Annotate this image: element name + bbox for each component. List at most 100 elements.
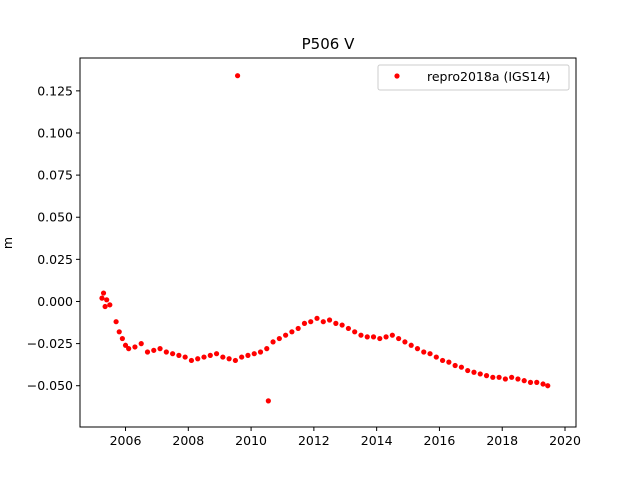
y-tick-label: 0.050 [37, 210, 73, 225]
data-point [540, 381, 546, 387]
data-point [122, 342, 129, 348]
y-axis: −0.050 −0.025 0.000 0.025 0.050 0.075 0.100 0.1… [27, 83, 80, 393]
x-tick-label: 2018 [486, 433, 518, 448]
data-point [465, 367, 471, 374]
data-point [333, 320, 339, 326]
data-point [452, 362, 458, 369]
legend-marker [394, 73, 400, 79]
y-tick-label: 0.100 [37, 125, 73, 140]
data-point [521, 378, 527, 384]
data-point [301, 320, 308, 326]
data-point [195, 356, 201, 362]
data-point [389, 332, 395, 338]
data-point [182, 354, 188, 360]
data-point [151, 347, 157, 353]
data-point [213, 351, 220, 357]
y-tick-label: −0.050 [27, 378, 73, 393]
data-point [490, 374, 496, 380]
data-point [163, 349, 169, 355]
data-point [402, 339, 408, 345]
data-point [100, 290, 107, 296]
data-point [433, 354, 439, 360]
data-point [102, 303, 108, 310]
data-point [270, 339, 276, 345]
x-tick-label: 2016 [424, 433, 456, 448]
data-point [264, 346, 270, 352]
plot-area-frame [79, 57, 577, 428]
y-axis-label: m [0, 237, 15, 249]
data-point [534, 379, 540, 385]
data-point [295, 325, 301, 332]
data-point [188, 357, 195, 364]
data-point [132, 344, 138, 350]
data-point [283, 332, 289, 338]
data-point [226, 356, 232, 362]
data-point [471, 369, 477, 375]
y-tick-label: 0.025 [37, 252, 73, 267]
data-point [364, 334, 370, 340]
chart-title: P506 V [302, 35, 355, 53]
data-point [377, 335, 383, 342]
y-tick-label: −0.025 [27, 336, 73, 351]
data-points [99, 73, 551, 404]
data-point [421, 349, 427, 355]
data-point [477, 371, 483, 377]
legend-label: repro2018a (IGS14) [427, 69, 550, 84]
data-point [257, 349, 264, 355]
y-tick-label: 0.000 [37, 294, 73, 309]
x-tick-label: 2014 [361, 433, 393, 448]
data-point [370, 334, 377, 340]
data-point [527, 379, 534, 385]
data-point [138, 341, 144, 347]
data-point [119, 335, 125, 342]
data-point [408, 342, 414, 348]
data-point [104, 297, 110, 303]
data-point [289, 329, 295, 335]
data-point [483, 373, 490, 379]
data-point [144, 349, 151, 355]
data-point [352, 329, 358, 335]
x-tick-label: 2012 [298, 433, 330, 448]
data-point [251, 351, 257, 357]
data-point [220, 354, 226, 360]
data-point [170, 351, 176, 357]
data-point [265, 398, 271, 404]
y-tick-label: 0.125 [37, 83, 73, 98]
data-point [234, 73, 241, 79]
data-point [126, 346, 132, 352]
data-point [201, 354, 207, 360]
data-point [446, 359, 452, 365]
data-point [207, 352, 213, 358]
legend: repro2018a (IGS14) [377, 64, 570, 91]
data-point [239, 354, 245, 360]
x-tick-label: 2008 [172, 433, 204, 448]
x-axis: 2006 2008 2010 2012 2014 2016 2018 2020 [110, 427, 581, 448]
data-point [320, 319, 326, 325]
data-point [107, 302, 113, 308]
legend-box [377, 64, 570, 91]
x-tick-label: 2020 [549, 433, 581, 448]
data-point [245, 352, 251, 358]
y-tick-label: 0.075 [37, 168, 73, 183]
data-point [314, 315, 320, 321]
data-point [496, 374, 502, 380]
x-tick-label: 2010 [235, 433, 267, 448]
data-point [545, 383, 551, 389]
x-tick-label: 2006 [110, 433, 142, 448]
data-point [414, 346, 421, 352]
data-point [99, 295, 105, 301]
data-point [116, 329, 122, 335]
data-point [515, 376, 521, 382]
data-point [113, 319, 119, 325]
data-point [345, 325, 352, 332]
data-point [439, 357, 446, 364]
data-point [458, 364, 465, 370]
data-point [232, 357, 238, 364]
data-point [427, 351, 433, 357]
data-point [157, 346, 163, 352]
data-point [308, 319, 314, 325]
data-point [276, 335, 282, 342]
data-point [383, 334, 389, 340]
data-point [176, 352, 182, 358]
